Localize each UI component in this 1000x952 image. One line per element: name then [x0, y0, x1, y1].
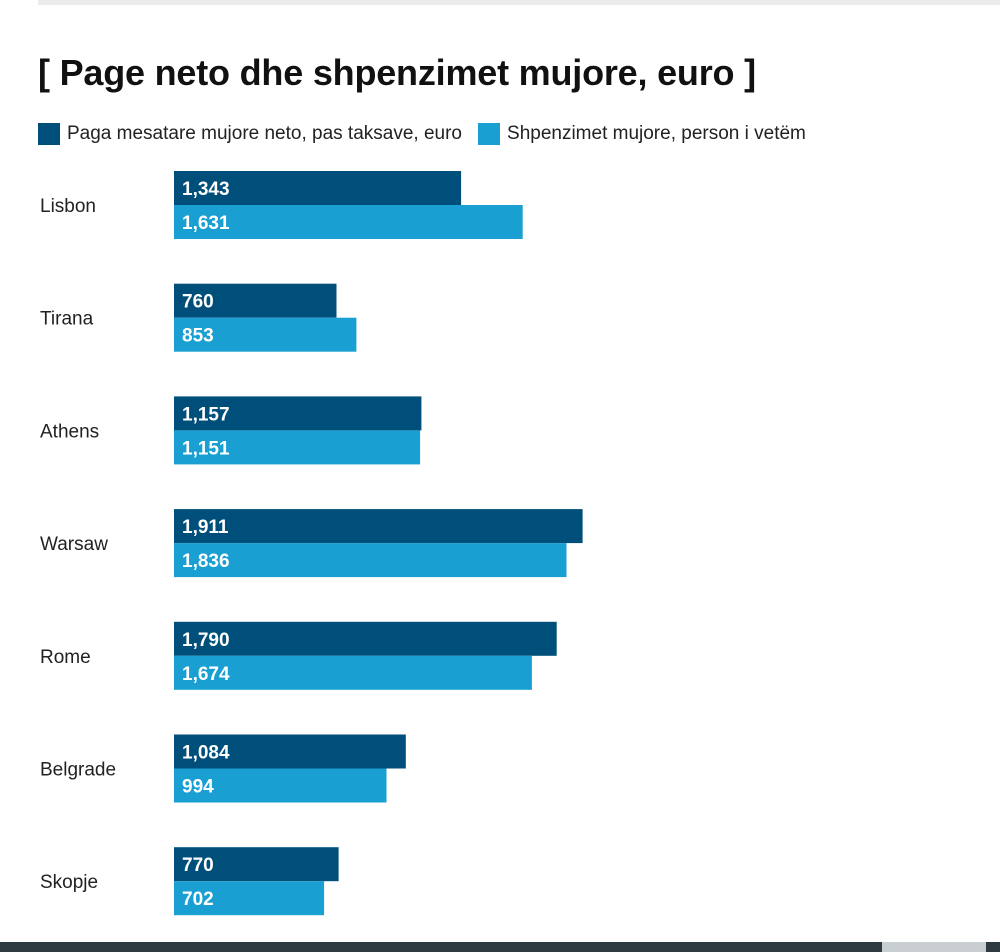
data-label-expenses-rome: 1,674: [182, 664, 230, 685]
bar-net-salary-skopje: [174, 847, 339, 882]
legend-swatch-expenses: [478, 123, 501, 145]
bar-expenses-rome: [174, 655, 532, 690]
data-label-net-salary-lisbon: 1,343: [182, 179, 230, 200]
data-label-expenses-athens: 1,151: [182, 438, 230, 459]
data-label-net-salary-tirana: 760: [182, 292, 214, 313]
data-label-net-salary-skopje: 770: [182, 855, 214, 876]
chart-legend: Paga mesatare mujore neto, pas taksave, …: [38, 123, 822, 145]
legend-swatch-net-salary: [38, 123, 60, 145]
legend-label-expenses: Shpenzimet mujore, person i vetëm: [507, 123, 806, 144]
top-divider: [38, 0, 1000, 5]
bar-expenses-lisbon: [174, 205, 523, 239]
bar-expenses-belgrade: [174, 768, 387, 803]
category-label-skopje: Skopje: [40, 872, 98, 893]
data-label-net-salary-belgrade: 1,084: [182, 743, 230, 764]
data-label-net-salary-athens: 1,157: [182, 404, 230, 425]
bar-expenses-tirana: [174, 317, 357, 352]
data-label-expenses-belgrade: 994: [182, 777, 214, 798]
chart-title: [ Page neto dhe shpenzimet mujore, euro …: [38, 52, 756, 93]
bottom-scrollbar-track[interactable]: [0, 942, 1000, 952]
category-label-athens: Athens: [40, 421, 99, 442]
category-label-warsaw: Warsaw: [40, 534, 108, 555]
bar-expenses-warsaw: [174, 543, 567, 578]
data-label-net-salary-rome: 1,790: [182, 630, 230, 651]
category-label-tirana: Tirana: [40, 309, 94, 330]
bar-expenses-skopje: [174, 881, 325, 916]
bar-net-salary-athens: [174, 396, 422, 431]
legend-item-net-salary: Paga mesatare mujore neto, pas taksave, …: [38, 123, 462, 145]
data-label-expenses-warsaw: 1,836: [182, 551, 230, 572]
data-label-net-salary-warsaw: 1,911: [182, 517, 229, 538]
category-label-belgrade: Belgrade: [40, 760, 116, 781]
bar-net-salary-tirana: [174, 283, 337, 318]
bottom-scrollbar-thumb[interactable]: [882, 942, 986, 952]
bar-expenses-athens: [174, 430, 421, 465]
data-label-expenses-lisbon: 1,631: [182, 213, 230, 234]
legend-item-expenses: Shpenzimet mujore, person i vetëm: [478, 123, 806, 145]
bar-net-salary-belgrade: [174, 734, 406, 769]
bar-net-salary-lisbon: [174, 171, 462, 205]
category-label-rome: Rome: [40, 647, 91, 668]
data-label-expenses-tirana: 853: [182, 326, 214, 347]
legend-label-net-salary: Paga mesatare mujore neto, pas taksave, …: [67, 123, 463, 144]
category-label-lisbon: Lisbon: [40, 196, 96, 217]
bar-net-salary-rome: [174, 621, 557, 656]
bar-net-salary-warsaw: [174, 509, 583, 544]
data-label-expenses-skopje: 702: [182, 889, 214, 910]
